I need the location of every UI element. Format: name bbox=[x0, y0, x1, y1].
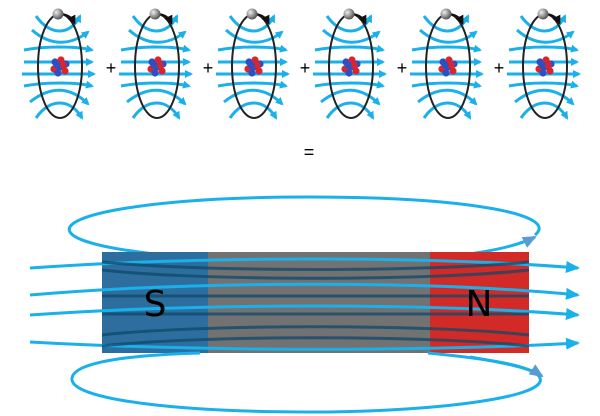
nucleus bbox=[50, 56, 70, 77]
atom bbox=[119, 8, 193, 120]
atom-field-lines bbox=[507, 14, 581, 120]
nucleus bbox=[535, 56, 555, 77]
atom bbox=[313, 8, 387, 120]
nucleus bbox=[438, 56, 458, 77]
electron bbox=[440, 8, 452, 20]
atoms-row bbox=[22, 8, 581, 120]
atom bbox=[216, 8, 290, 120]
plus-sign: + bbox=[494, 58, 505, 78]
nucleus bbox=[147, 56, 167, 77]
bar-magnet: S N bbox=[29, 195, 580, 414]
atom bbox=[22, 8, 96, 120]
nucleus bbox=[341, 56, 361, 77]
equals-sign: = bbox=[304, 142, 315, 162]
atom bbox=[507, 8, 581, 120]
electron bbox=[149, 8, 161, 20]
plus-sign: + bbox=[397, 58, 408, 78]
internal-field-line bbox=[101, 268, 530, 280]
operators: + + + + + bbox=[106, 58, 505, 78]
field-line bbox=[29, 304, 580, 321]
field-line bbox=[29, 282, 580, 300]
north-pole bbox=[430, 252, 529, 353]
south-label: S bbox=[144, 284, 167, 325]
plus-sign: + bbox=[203, 58, 214, 78]
atom-field-lines bbox=[22, 14, 96, 120]
internal-field-line bbox=[101, 260, 530, 271]
loop-bottom-arrow bbox=[469, 355, 544, 378]
plus-sign: + bbox=[106, 58, 117, 78]
internal-field-line bbox=[101, 336, 530, 348]
nucleus bbox=[244, 56, 264, 77]
electron bbox=[537, 8, 549, 20]
internal-field-line bbox=[101, 325, 530, 337]
electron bbox=[246, 8, 258, 20]
electron bbox=[343, 8, 355, 20]
north-label: N bbox=[466, 284, 493, 325]
plus-sign: + bbox=[300, 58, 311, 78]
atom bbox=[410, 8, 484, 120]
electron bbox=[52, 8, 64, 20]
loop-bottom bbox=[70, 351, 542, 414]
